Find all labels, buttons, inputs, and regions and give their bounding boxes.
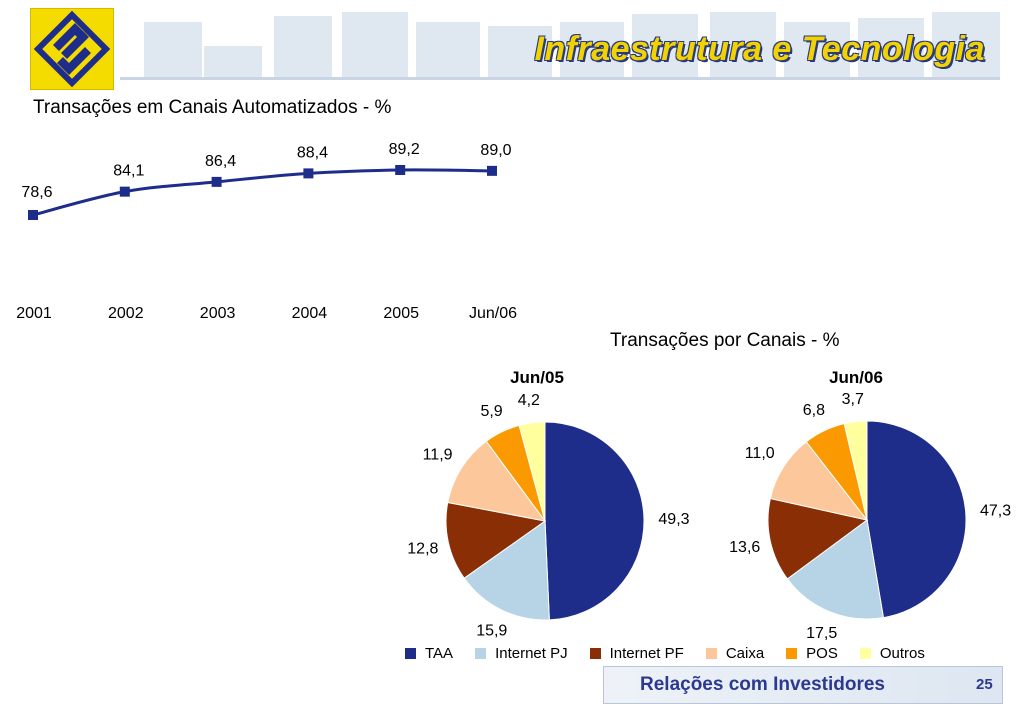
x-axis-tick-label: 2001: [16, 305, 52, 322]
line-point-marker: [211, 176, 222, 187]
x-axis-tick-label: Jun/06: [469, 305, 517, 322]
x-axis-tick-label: 2002: [108, 305, 144, 322]
line-data-label: 89,0: [480, 142, 511, 159]
legend-swatch: [786, 647, 798, 659]
pie-title-jun06: Jun/06: [829, 368, 883, 387]
pie-chart-title: Transações por Canais - %: [610, 330, 840, 351]
pie-slice-label: 12,8: [407, 541, 438, 558]
legend-item-internet-pj: Internet PJ: [475, 645, 590, 662]
pie-slice: [518, 421, 546, 522]
line-point-marker: [487, 165, 497, 176]
legend-item-taa: TAA: [405, 645, 475, 662]
legend-item-outros: Outros: [859, 644, 925, 662]
line-data-label: 86,4: [205, 153, 236, 170]
pie-legend: TAA Internet PJ Internet PF Caixa POS Ou…: [405, 643, 925, 663]
legend-label: Internet PF: [609, 644, 684, 662]
line-point-marker: [395, 165, 406, 175]
pie-slice-label: 5,9: [480, 403, 502, 420]
legend-swatch: [859, 647, 871, 659]
legend-label: Internet PJ: [495, 644, 568, 662]
pie-slice-label: 47,3: [980, 502, 1011, 519]
line-data-label: 89,2: [389, 141, 420, 158]
header-decoration: [120, 8, 1000, 80]
legend-item-internet-pf: Internet PF: [589, 644, 706, 662]
pie-slice: [544, 421, 645, 621]
legend-item-pos: POS: [786, 645, 860, 662]
bank-logo-icon: [33, 10, 111, 88]
legend-label: Caixa: [725, 644, 765, 662]
line-data-label: 88,4: [297, 144, 328, 161]
bank-logo: [30, 8, 114, 90]
page-number: 25: [976, 676, 993, 693]
legend-label: Outros: [879, 644, 925, 662]
pie-charts: 49,3 15,9 12,8 11,9 5,9 4,2 47,3 17,5 13,6 11,0 6…: [407, 368, 1011, 640]
line-data-label: 84,1: [113, 163, 144, 180]
pie-slice: [769, 441, 869, 521]
line-series-path: [32, 168, 493, 217]
line-data-label: 78,6: [21, 184, 52, 201]
legend-label: TAA: [425, 644, 454, 662]
line-point-marker: [28, 210, 38, 220]
line-chart-title: Transações em Canais Automatizados - %: [33, 97, 392, 118]
line-point-marker: [303, 168, 314, 179]
x-axis-tick-label: 2005: [383, 305, 419, 322]
page-title: Infraestrutura e Tecnologia: [534, 30, 985, 68]
pie-slice-label: 11,0: [745, 445, 775, 462]
pie-slice-label: 4,2: [518, 392, 540, 409]
x-axis-tick-label: 2003: [200, 305, 236, 322]
legend-swatch: [475, 647, 487, 659]
legend-swatch: [589, 647, 601, 659]
legend-swatch: [405, 647, 416, 659]
pie-slice: [767, 497, 869, 580]
line-point-marker: [119, 186, 130, 197]
pie-slice-label: 3,7: [842, 391, 864, 408]
pie-slice: [463, 520, 550, 621]
legend-swatch: [705, 647, 717, 659]
pie-slice: [866, 420, 967, 619]
pie-title-jun05: Jun/05: [510, 368, 564, 387]
legend-item-caixa: Caixa: [705, 644, 786, 662]
pie-slice: [445, 501, 547, 579]
line-chart: 78,6 84,1 86,4 88,4 89,2 89,0 2001 2002 2003 200…: [16, 141, 517, 322]
footer-bar: [603, 666, 1003, 704]
x-axis-tick-label: 2004: [292, 305, 328, 322]
pie-slice-label: 15,9: [476, 623, 507, 640]
pie-slice-label: 11,9: [423, 446, 453, 463]
pie-slice-label: 17,5: [806, 625, 837, 640]
pie-slice-label: 13,6: [729, 539, 760, 556]
pie-slice-label: 49,3: [658, 511, 689, 528]
pie-slice: [843, 420, 868, 521]
pie-slice: [786, 519, 885, 620]
pie-slice-label: 6,8: [803, 402, 825, 419]
pie-slice: [447, 440, 547, 522]
legend-label: POS: [806, 644, 838, 662]
footer-label: Relações com Investidores: [640, 674, 885, 695]
